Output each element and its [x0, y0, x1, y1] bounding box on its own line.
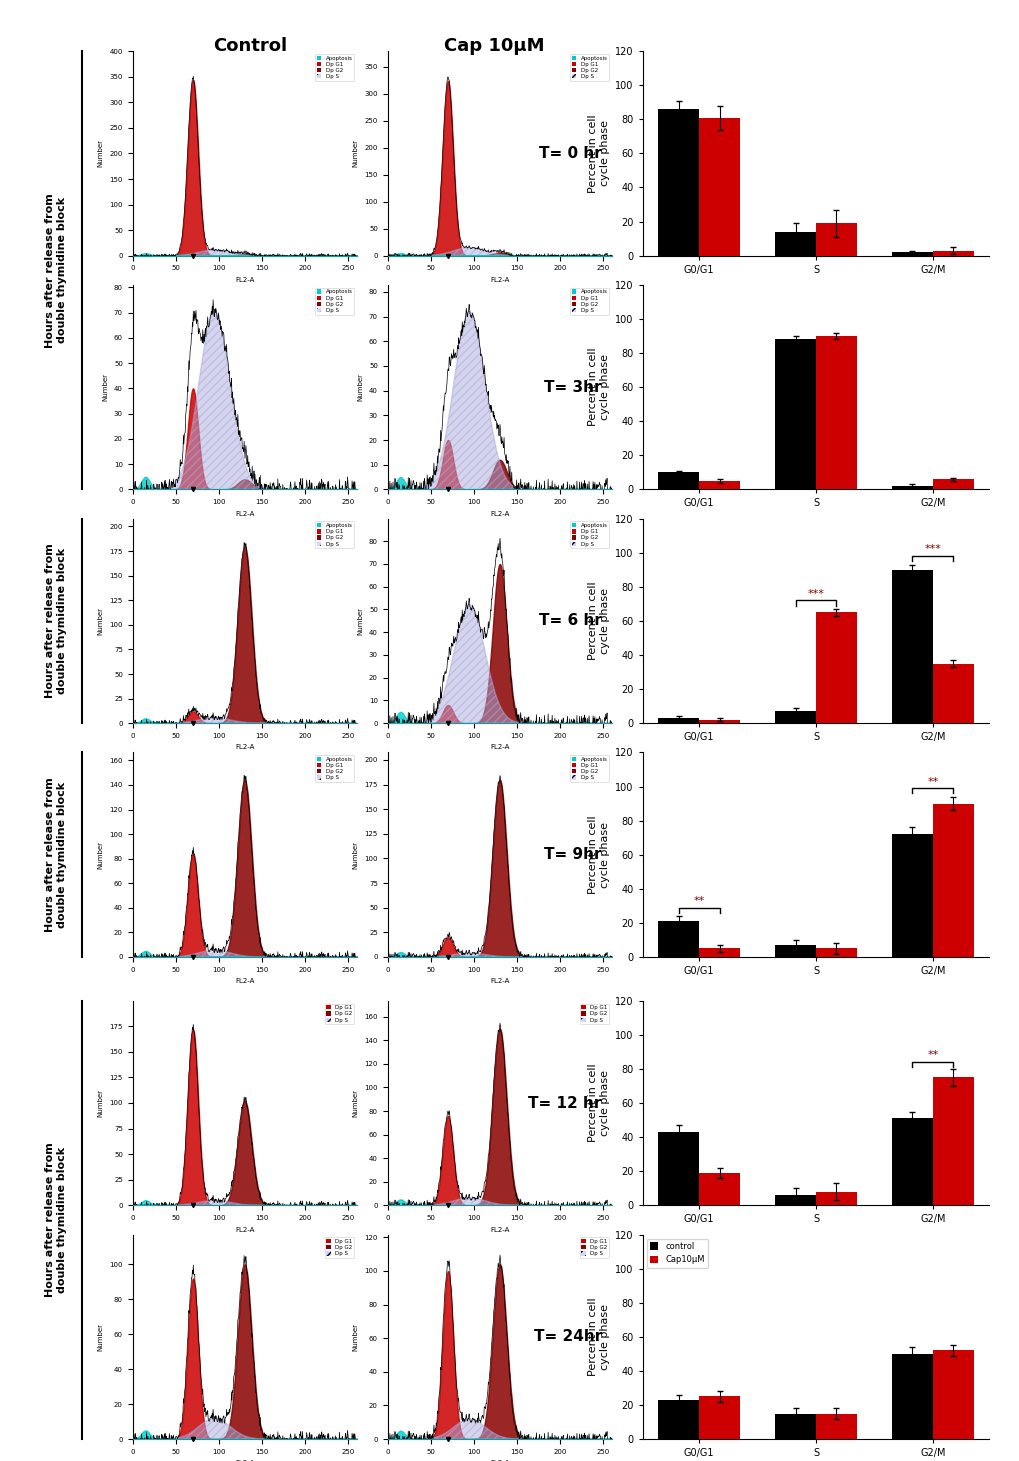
X-axis label: FL2-A: FL2-A	[235, 511, 254, 517]
Bar	[774, 232, 815, 256]
Bar	[931, 1350, 973, 1439]
Y-axis label: Number: Number	[98, 840, 104, 869]
Legend: Dp G1, Dp G2, Dp S: Dp G1, Dp G2, Dp S	[324, 1004, 354, 1024]
Legend: control, Cap10μM: control, Cap10μM	[646, 1239, 707, 1268]
Legend: Dp G1, Dp G2, Dp S: Dp G1, Dp G2, Dp S	[324, 1237, 354, 1258]
Bar	[815, 1192, 856, 1205]
Y-axis label: Percent in cell
cycle phase: Percent in cell cycle phase	[587, 1297, 609, 1376]
Text: Hours after release from
double thymidine block: Hours after release from double thymidin…	[45, 543, 67, 698]
Y-axis label: Number: Number	[357, 373, 363, 402]
Legend: Apoptosis, Dp G1, Dp G2, Dp S: Apoptosis, Dp G1, Dp G2, Dp S	[570, 522, 608, 548]
Text: **: **	[926, 776, 937, 786]
X-axis label: FL2-A: FL2-A	[235, 745, 254, 751]
Bar	[699, 118, 740, 256]
X-axis label: FL2-A: FL2-A	[235, 1227, 254, 1233]
X-axis label: FL2-A: FL2-A	[490, 979, 508, 985]
Bar	[699, 481, 740, 489]
Legend: Apoptosis, Dp G1, Dp G2, Dp S: Apoptosis, Dp G1, Dp G2, Dp S	[315, 54, 354, 80]
Bar	[931, 479, 973, 489]
X-axis label: FL2-A: FL2-A	[490, 745, 508, 751]
Bar	[815, 612, 856, 723]
Bar	[699, 720, 740, 723]
Text: Hours after release from
double thymidine block: Hours after release from double thymidin…	[45, 193, 67, 348]
Bar	[657, 1400, 699, 1439]
Bar	[774, 1195, 815, 1205]
Text: **: **	[926, 1050, 937, 1061]
Y-axis label: Percent in cell
cycle phase: Percent in cell cycle phase	[587, 348, 609, 427]
Legend: Dp G1, Dp G2, Dp S: Dp G1, Dp G2, Dp S	[579, 1004, 608, 1024]
Bar	[774, 945, 815, 957]
Y-axis label: Number: Number	[98, 1322, 104, 1351]
Bar	[815, 336, 856, 489]
Text: T= 3hr: T= 3hr	[544, 380, 601, 394]
Legend: Apoptosis, Dp G1, Dp G2, Dp S: Apoptosis, Dp G1, Dp G2, Dp S	[315, 522, 354, 548]
Legend: Apoptosis, Dp G1, Dp G2, Dp S: Apoptosis, Dp G1, Dp G2, Dp S	[570, 288, 608, 314]
Y-axis label: Number: Number	[353, 139, 359, 168]
Bar	[891, 1119, 931, 1205]
Bar	[657, 1132, 699, 1205]
Bar	[891, 253, 931, 256]
Bar	[774, 339, 815, 489]
Text: T= 9hr: T= 9hr	[544, 847, 601, 862]
Text: ***: ***	[923, 545, 941, 554]
Y-axis label: Percent in cell
cycle phase: Percent in cell cycle phase	[587, 815, 609, 894]
Y-axis label: Number: Number	[353, 1088, 359, 1118]
Bar	[815, 1414, 856, 1439]
Y-axis label: Number: Number	[353, 1322, 359, 1351]
Text: ***: ***	[807, 589, 823, 599]
Text: Control: Control	[213, 37, 286, 54]
Y-axis label: Number: Number	[102, 373, 108, 402]
Bar	[657, 922, 699, 957]
Legend: Apoptosis, Dp G1, Dp G2, Dp S: Apoptosis, Dp G1, Dp G2, Dp S	[315, 288, 354, 314]
Text: T= 6 hr: T= 6 hr	[538, 614, 601, 628]
X-axis label: FL2-A: FL2-A	[490, 1227, 508, 1233]
Legend: Apoptosis, Dp G1, Dp G2, Dp S: Apoptosis, Dp G1, Dp G2, Dp S	[315, 755, 354, 782]
Bar	[699, 1173, 740, 1205]
Bar	[891, 570, 931, 723]
Y-axis label: Percent in cell
cycle phase: Percent in cell cycle phase	[587, 1064, 609, 1143]
Bar	[815, 948, 856, 957]
Bar	[699, 948, 740, 957]
X-axis label: FL2-A: FL2-A	[235, 278, 254, 283]
Y-axis label: Percent in cell
cycle phase: Percent in cell cycle phase	[587, 581, 609, 660]
Bar	[699, 1397, 740, 1439]
Text: **: **	[693, 896, 704, 906]
Legend: Apoptosis, Dp G1, Dp G2, Dp S: Apoptosis, Dp G1, Dp G2, Dp S	[570, 755, 608, 782]
Text: T= 24hr: T= 24hr	[533, 1330, 601, 1344]
Bar	[774, 1414, 815, 1439]
Bar	[931, 1078, 973, 1205]
Bar	[815, 224, 856, 256]
Text: Hours after release from
double thymidine block: Hours after release from double thymidin…	[45, 1143, 67, 1297]
Bar	[891, 487, 931, 489]
Y-axis label: Number: Number	[353, 840, 359, 869]
X-axis label: FL2-A: FL2-A	[490, 278, 508, 283]
Bar	[931, 663, 973, 723]
Text: T= 12 hr: T= 12 hr	[528, 1096, 601, 1110]
Legend: Apoptosis, Dp G1, Dp G2, Dp S: Apoptosis, Dp G1, Dp G2, Dp S	[570, 54, 608, 80]
Y-axis label: Number: Number	[98, 606, 104, 636]
Legend: Dp G1, Dp G2, Dp S: Dp G1, Dp G2, Dp S	[579, 1237, 608, 1258]
Bar	[774, 712, 815, 723]
Text: T= 0 hr: T= 0 hr	[538, 146, 601, 161]
Y-axis label: Percent in cell
cycle phase: Percent in cell cycle phase	[587, 114, 609, 193]
Text: Hours after release from
double thymidine block: Hours after release from double thymidin…	[45, 777, 67, 932]
Bar	[657, 110, 699, 256]
Bar	[931, 251, 973, 256]
Y-axis label: Number: Number	[98, 139, 104, 168]
Bar	[657, 719, 699, 723]
Text: Cap 10μM: Cap 10μM	[444, 37, 544, 54]
Bar	[891, 1354, 931, 1439]
X-axis label: FL2-A: FL2-A	[235, 979, 254, 985]
Bar	[657, 472, 699, 489]
X-axis label: FL2-A: FL2-A	[490, 511, 508, 517]
Y-axis label: Number: Number	[357, 606, 363, 636]
Bar	[891, 834, 931, 957]
Bar	[931, 804, 973, 957]
Y-axis label: Number: Number	[98, 1088, 104, 1118]
